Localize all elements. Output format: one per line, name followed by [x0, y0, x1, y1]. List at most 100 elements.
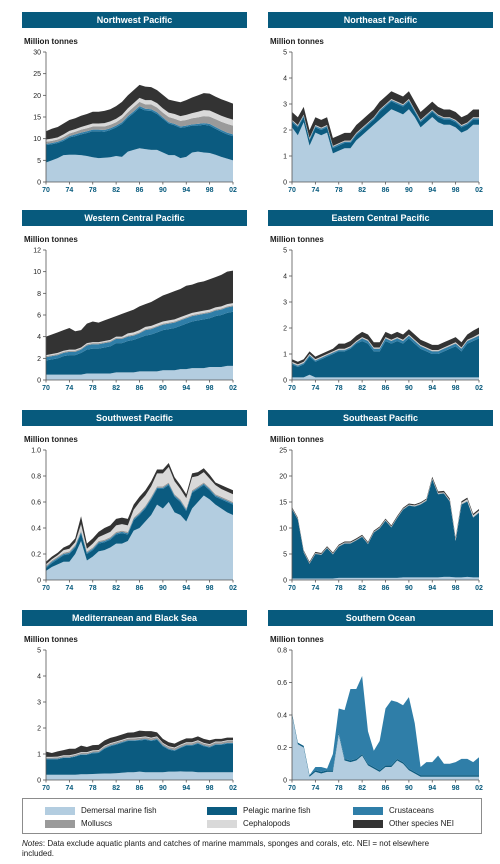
x-tick-label: 02: [475, 585, 483, 592]
y-tick-label: 0.8: [31, 474, 41, 481]
y-axis-label: Million tonnes: [24, 635, 78, 644]
y-tick-label: 20: [279, 474, 287, 481]
x-tick-label: 98: [206, 785, 214, 792]
legend-swatch-crustaceans: [353, 807, 383, 815]
x-tick-label: 02: [475, 187, 483, 194]
chart-panel-western-central-pacific: Western Central Pacific Million tonnes 0 2 4…: [22, 210, 247, 396]
area-chart: 0 0.2 0.4 0.6 0.8 70 74 78 82 86 90 94 98 02: [277, 648, 483, 793]
chart-panel-southwest-pacific: Southwest Pacific Million tonnes 0 0.2 0.4 0.…: [22, 410, 247, 596]
x-tick-label: 02: [229, 785, 237, 792]
area-pelagic-marine-fish: [292, 101, 479, 154]
y-tick-label: 0: [283, 778, 287, 785]
y-tick-label: 0.2: [277, 745, 287, 752]
legend: Demersal marine fish Pelagic marine fish…: [22, 798, 482, 834]
y-tick-label: 10: [33, 136, 41, 143]
chart-panel-eastern-central-pacific: Eastern Central Pacific Million tonnes 0 1 2…: [268, 210, 493, 396]
y-axis-label: Million tonnes: [24, 37, 78, 46]
y-tick-label: 25: [33, 71, 41, 78]
y-tick-label: 15: [33, 115, 41, 122]
area-demersal-marine-fish: [292, 576, 479, 580]
area-demersal-marine-fish: [46, 771, 233, 780]
y-tick-label: 0: [37, 578, 41, 585]
y-tick-label: 25: [279, 448, 287, 455]
x-tick-label: 78: [335, 187, 343, 194]
area-cephalopods: [46, 303, 233, 357]
y-tick-label: 0: [283, 180, 287, 187]
x-tick-label: 98: [452, 187, 460, 194]
x-tick-label: 02: [475, 785, 483, 792]
area-chart: 0 1 2 3 4 5 70 74 78 82 86 90 94 98 02: [283, 248, 483, 393]
area-cephalopods: [46, 736, 233, 758]
x-tick-label: 90: [159, 785, 167, 792]
x-tick-label: 82: [112, 187, 120, 194]
x-tick-label: 86: [382, 187, 390, 194]
y-tick-label: 10: [33, 269, 41, 276]
y-tick-label: 4: [283, 274, 287, 281]
y-tick-label: 5: [37, 648, 41, 655]
area-crustaceans: [46, 106, 233, 146]
area-molluscs: [46, 305, 233, 358]
y-tick-label: 3: [283, 102, 287, 109]
x-tick-label: 74: [311, 385, 319, 392]
y-tick-label: 5: [283, 552, 287, 559]
x-tick-label: 78: [335, 385, 343, 392]
x-tick-label: 70: [288, 187, 296, 194]
y-tick-label: 0.2: [31, 552, 41, 559]
area-demersal-marine-fish: [46, 495, 233, 580]
legend-swatch-other: [353, 820, 383, 828]
y-tick-label: 8: [37, 291, 41, 298]
y-tick-label: 3: [283, 300, 287, 307]
legend-label-cephalopods: Cephalopods: [243, 819, 291, 828]
y-tick-label: 1: [37, 752, 41, 759]
y-tick-label: 2: [37, 356, 41, 363]
legend-label-pelagic: Pelagic marine fish: [243, 806, 311, 815]
y-tick-label: 0: [37, 778, 41, 785]
y-axis-label: Million tonnes: [270, 635, 324, 644]
x-tick-label: 74: [311, 585, 319, 592]
x-tick-label: 94: [182, 385, 190, 392]
x-tick-label: 90: [159, 585, 167, 592]
y-tick-label: 0: [283, 378, 287, 385]
chart-panel-mediterranean-and-black-sea: Mediterranean and Black Sea Million tonne…: [22, 610, 247, 796]
area-other-species-nei: [46, 463, 233, 565]
x-tick-label: 94: [428, 187, 436, 194]
legend-swatch-molluscs: [45, 820, 75, 828]
y-tick-label: 15: [279, 500, 287, 507]
y-tick-label: 0: [283, 578, 287, 585]
y-tick-label: 2: [283, 128, 287, 135]
x-tick-label: 78: [89, 785, 97, 792]
legend-label-other: Other species NEI: [389, 819, 454, 828]
x-tick-label: 98: [206, 585, 214, 592]
x-tick-label: 70: [42, 187, 50, 194]
area-chart: 0 1 2 3 4 5 70 74 78 82 86 90 94 98 02: [37, 648, 237, 793]
area-pelagic-marine-fish: [46, 107, 233, 163]
x-tick-label: 86: [382, 385, 390, 392]
x-tick-label: 74: [65, 385, 73, 392]
area-chart: 0 5 10 15 20 25 70 74 78 82 86 90 94 98 02: [279, 448, 483, 593]
area-crustaceans: [292, 676, 479, 776]
y-tick-label: 4: [37, 674, 41, 681]
x-tick-label: 78: [335, 785, 343, 792]
y-axis-label: Million tonnes: [270, 435, 324, 444]
x-tick-label: 98: [452, 785, 460, 792]
notes: Notes: Data exclude aquatic plants and c…: [22, 839, 462, 859]
x-tick-label: 70: [288, 585, 296, 592]
y-tick-label: 2: [283, 326, 287, 333]
notes-text: : Data exclude aquatic plants and catche…: [22, 839, 430, 858]
area-crustaceans: [46, 306, 233, 361]
area-other-species-nei: [46, 270, 233, 356]
x-tick-label: 02: [229, 585, 237, 592]
x-tick-label: 82: [358, 187, 366, 194]
legend-swatch-pelagic: [207, 807, 237, 815]
x-tick-label: 86: [136, 785, 144, 792]
y-tick-label: 5: [283, 248, 287, 255]
x-tick-label: 74: [65, 585, 73, 592]
y-tick-label: 30: [33, 50, 41, 57]
legend-label-demersal: Demersal marine fish: [81, 806, 157, 815]
x-tick-label: 70: [42, 785, 50, 792]
area-chart: 0 0.2 0.4 0.6 0.8 1.0 70 74 78 82 86 90 94 98 02: [31, 448, 237, 593]
x-tick-label: 94: [182, 785, 190, 792]
legend-label-molluscs: Molluscs: [81, 819, 113, 828]
x-tick-label: 90: [159, 385, 167, 392]
